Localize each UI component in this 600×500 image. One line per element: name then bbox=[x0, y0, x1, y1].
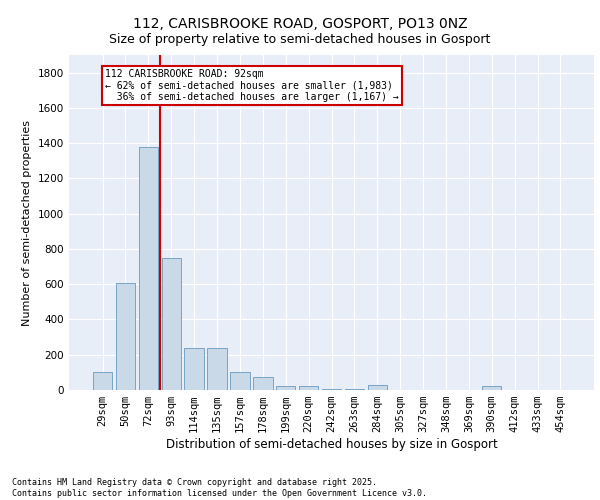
Text: 112 CARISBROOKE ROAD: 92sqm
← 62% of semi-detached houses are smaller (1,983)
  : 112 CARISBROOKE ROAD: 92sqm ← 62% of sem… bbox=[105, 69, 398, 102]
Bar bbox=[116, 284, 135, 390]
Text: Contains HM Land Registry data © Crown copyright and database right 2025.
Contai: Contains HM Land Registry data © Crown c… bbox=[12, 478, 427, 498]
Bar bbox=[368, 384, 387, 390]
Text: Size of property relative to semi-detached houses in Gosport: Size of property relative to semi-detach… bbox=[109, 32, 491, 46]
X-axis label: Distribution of semi-detached houses by size in Gosport: Distribution of semi-detached houses by … bbox=[166, 438, 497, 451]
Bar bbox=[299, 386, 319, 390]
Bar bbox=[322, 388, 341, 390]
Bar bbox=[344, 389, 364, 390]
Bar bbox=[161, 258, 181, 390]
Y-axis label: Number of semi-detached properties: Number of semi-detached properties bbox=[22, 120, 32, 326]
Bar bbox=[276, 386, 295, 390]
Bar bbox=[230, 372, 250, 390]
Bar bbox=[208, 348, 227, 390]
Bar bbox=[184, 348, 204, 390]
Text: 112, CARISBROOKE ROAD, GOSPORT, PO13 0NZ: 112, CARISBROOKE ROAD, GOSPORT, PO13 0NZ bbox=[133, 18, 467, 32]
Bar bbox=[139, 146, 158, 390]
Bar bbox=[93, 372, 112, 390]
Bar bbox=[253, 377, 272, 390]
Bar bbox=[482, 386, 502, 390]
